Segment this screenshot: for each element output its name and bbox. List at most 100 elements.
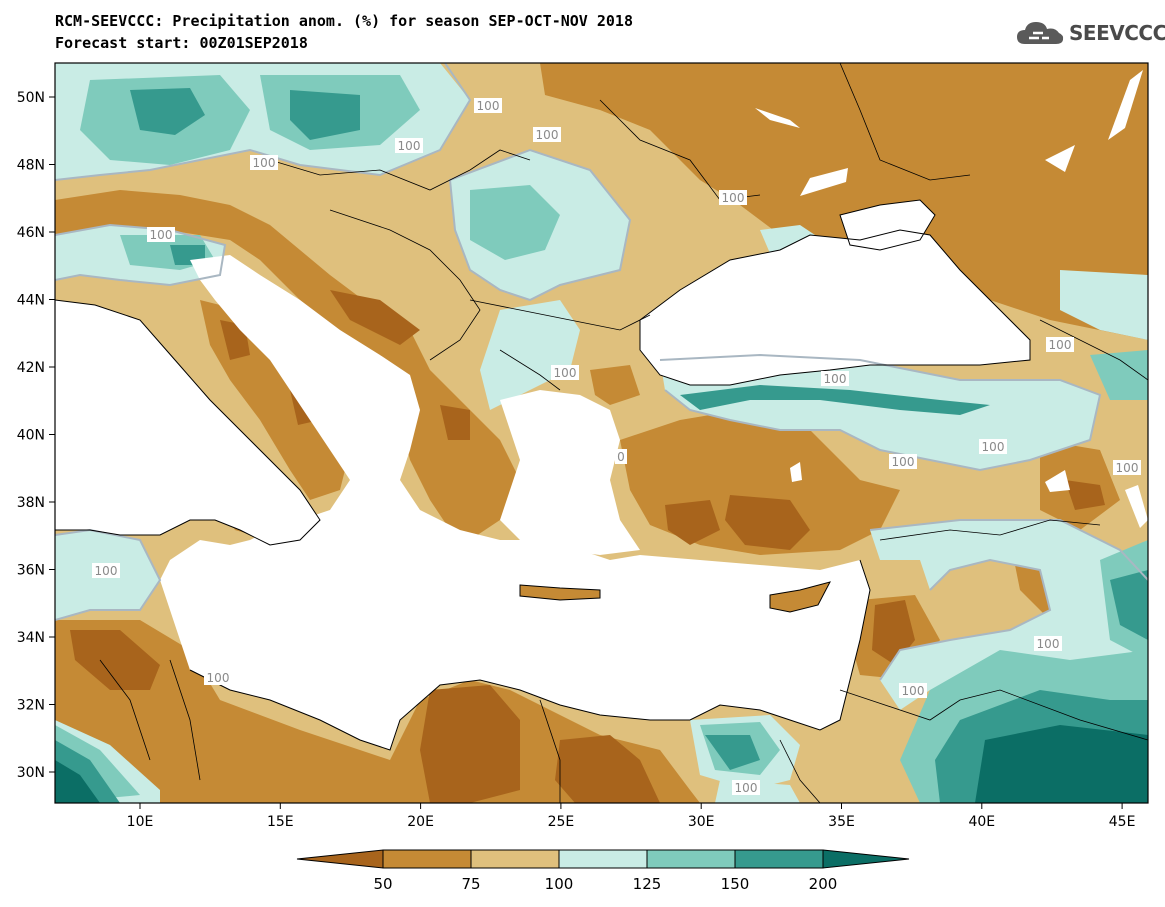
contour-label-100: 100	[719, 190, 747, 205]
contour-label-text: 100	[1037, 637, 1060, 651]
field-above-200	[55, 725, 1148, 803]
longitude-axis: 10E 15E 20E 25E 30E 35E 40E 45E	[127, 803, 1136, 830]
contour-label-text: 0	[617, 450, 625, 464]
colorbar-tick-label: 125	[633, 875, 662, 893]
contour-label-box	[732, 780, 760, 795]
contour-label-text: 100	[536, 128, 559, 142]
contour-label-box	[147, 227, 175, 242]
colorbar-low-triangle	[296, 849, 384, 869]
contour-label-box	[204, 670, 232, 685]
contour-label-100: 100	[204, 670, 232, 685]
latitude-axis: 50N 48N 46N 44N 42N 40N 38N 36N 34N 32N 30N	[17, 90, 55, 781]
contour-label-100: 100	[551, 365, 579, 380]
contour-label-box	[1046, 337, 1074, 352]
lon-label: 15E	[267, 814, 294, 830]
contour-label-100: 0	[615, 449, 627, 464]
contour-label-text: 100	[477, 99, 500, 113]
lat-label: 44N	[17, 293, 45, 309]
contour-label-box	[474, 98, 502, 113]
coastlines	[55, 199, 1031, 751]
contour-label-100: 100	[147, 227, 175, 242]
lat-label: 48N	[17, 158, 45, 174]
contour-label-box	[1034, 636, 1062, 651]
lon-label: 30E	[688, 814, 715, 830]
lon-label: 35E	[828, 814, 855, 830]
contour-label-box	[979, 439, 1007, 454]
contour-label-box	[615, 449, 627, 464]
colorbar: 50 75 100 125 150 200	[296, 849, 910, 893]
contour-label-100: 100	[1034, 636, 1062, 651]
lat-label: 38N	[17, 495, 45, 511]
contour-label-box	[533, 127, 561, 142]
contour-label-box	[250, 155, 278, 170]
colorbar-box	[382, 849, 472, 869]
contour-label-text: 100	[722, 191, 745, 205]
lat-label: 32N	[17, 698, 45, 714]
map-plot-area	[55, 63, 1148, 803]
colorbar-box	[470, 849, 560, 869]
contour-label-box	[1113, 460, 1141, 475]
lat-label: 42N	[17, 360, 45, 376]
lat-label: 36N	[17, 563, 45, 579]
contour-label-box	[92, 563, 120, 578]
contour-label-100: 100	[899, 683, 927, 698]
lon-label: 25E	[548, 814, 575, 830]
contour-label-text: 100	[398, 139, 421, 153]
contour-label-text: 100	[892, 455, 915, 469]
country-borders	[99, 63, 1148, 803]
logo-text: SEEVCCC	[1069, 21, 1165, 45]
contour-label-text: 100	[824, 372, 847, 386]
contour-label-text: 100	[902, 684, 925, 698]
sea-mask	[55, 200, 1030, 750]
contour-label-text: 100	[1049, 338, 1072, 352]
contour-label-text: 100	[207, 671, 230, 685]
colorbar-box	[558, 849, 648, 869]
contour-label-text: 100	[95, 564, 118, 578]
cloud-icon	[1017, 22, 1064, 44]
lat-label: 30N	[17, 765, 45, 781]
contour-label-100: 100	[395, 138, 423, 153]
crete-island	[520, 585, 600, 600]
contour-label-100: 100	[821, 371, 849, 386]
map-frame	[54, 62, 1149, 804]
contour-label-box	[719, 190, 747, 205]
colorbar-tick-label: 50	[373, 875, 392, 893]
lat-label: 40N	[17, 428, 45, 444]
missing-data-patches	[755, 70, 1148, 528]
lon-label: 45E	[1109, 814, 1136, 830]
map-title: RCM-SEEVCCC: Precipitation anom. (%) for…	[55, 12, 633, 30]
contour-label-text: 100	[253, 156, 276, 170]
colorbar-high-triangle	[822, 849, 910, 869]
lon-label: 40E	[968, 814, 995, 830]
colorbar-tick-label: 200	[809, 875, 838, 893]
colorbar-box	[646, 849, 736, 869]
contour-label-100: 100	[979, 439, 1007, 454]
contour-label-box	[395, 138, 423, 153]
forecast-start-label: Forecast start: 00Z01SEP2018	[55, 34, 308, 52]
contour-label-100: 100	[889, 454, 917, 469]
contour-label-box	[899, 683, 927, 698]
contour-labels: 100 100 100 100 100 100 100 100 100 100 100 100 100 1…	[92, 98, 1141, 795]
colorbar-tick-label: 150	[721, 875, 750, 893]
lon-label: 10E	[127, 814, 154, 830]
contour-label-100: 100	[732, 780, 760, 795]
contour-label-text: 100	[554, 366, 577, 380]
contour-label-text: 100	[735, 781, 758, 795]
contour-label-box	[821, 371, 849, 386]
contour-label-box	[889, 454, 917, 469]
contour-label-100: 100	[1113, 460, 1141, 475]
contour-label-100: 100	[474, 98, 502, 113]
contour-label-100: 100	[250, 155, 278, 170]
contour-label-100: 100	[1046, 337, 1074, 352]
lat-label: 50N	[17, 90, 45, 106]
contour-label-text: 100	[1116, 461, 1139, 475]
lon-label: 20E	[407, 814, 434, 830]
colorbar-tick-label: 100	[545, 875, 574, 893]
contour-label-100: 100	[533, 127, 561, 142]
colorbar-tick-label: 75	[461, 875, 480, 893]
cyprus-island	[770, 582, 830, 612]
contour-label-100: 100	[92, 563, 120, 578]
contour-label-text: 100	[150, 228, 173, 242]
seevccc-logo: SEEVCCC	[1015, 18, 1165, 48]
